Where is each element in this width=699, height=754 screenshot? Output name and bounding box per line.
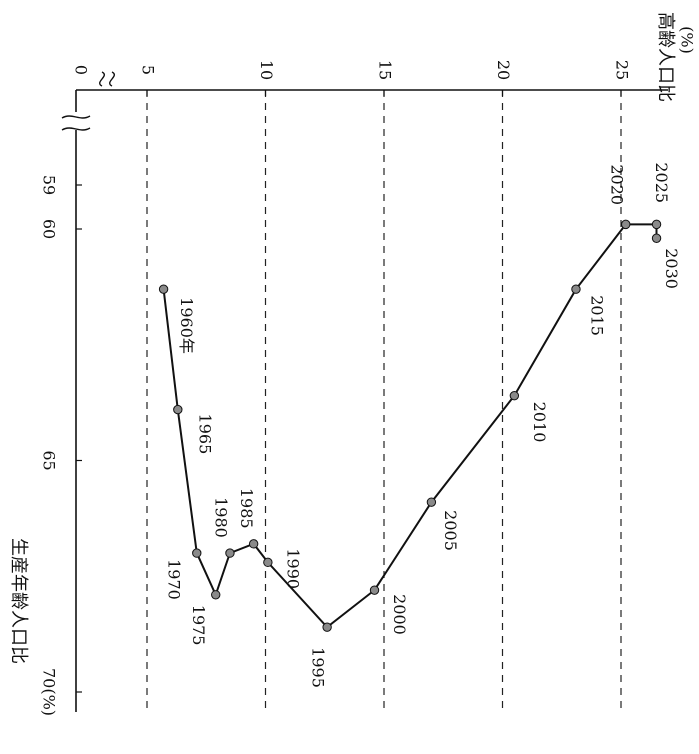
data-point-2015 bbox=[571, 284, 581, 294]
data-point-2010 bbox=[509, 390, 520, 401]
data-point-1990 bbox=[263, 557, 273, 568]
axis-titles: 高齢人口比 (%) 生産年齢人口比 bbox=[8, 12, 697, 664]
data-label-1960年: 1960年 bbox=[177, 297, 196, 354]
x-tick-label-70: 70(%) bbox=[40, 668, 59, 716]
data-label-1980: 1980 bbox=[211, 497, 230, 538]
data-point-1975 bbox=[211, 590, 221, 600]
gridlines bbox=[146, 90, 622, 712]
y-tick-label-0: 0 bbox=[72, 65, 91, 75]
data-points bbox=[158, 219, 662, 632]
x-tick-label-65: 65 bbox=[40, 450, 59, 470]
data-label-2030: 2030 bbox=[662, 248, 681, 289]
y-tick-label-20: 20 bbox=[494, 60, 513, 80]
y-tick-label-25: 25 bbox=[613, 60, 632, 80]
data-point-1960年 bbox=[158, 284, 169, 294]
axis-break-left bbox=[61, 115, 91, 131]
data-point-1965 bbox=[173, 404, 183, 415]
x-tick-label-59: 59 bbox=[40, 175, 59, 195]
y-tick-label-5: 5 bbox=[139, 65, 158, 75]
data-point-2020 bbox=[621, 219, 631, 230]
data-label-1965: 1965 bbox=[195, 414, 214, 455]
data-label-1970: 1970 bbox=[164, 559, 183, 600]
data-point-2005 bbox=[426, 497, 437, 507]
series-line-group bbox=[162, 223, 658, 629]
tick-labels: 0 5 10 15 20 25 59 60 65 70(%) bbox=[40, 60, 632, 716]
data-label-2000: 2000 bbox=[390, 594, 409, 635]
series-line bbox=[162, 223, 658, 629]
data-label-2010: 2010 bbox=[530, 402, 549, 443]
axes bbox=[61, 71, 668, 712]
axis-break-gap bbox=[66, 112, 90, 130]
data-label-2015: 2015 bbox=[587, 295, 606, 336]
data-label-1990: 1990 bbox=[283, 548, 302, 589]
data-label-2025: 2025 bbox=[652, 162, 671, 203]
data-label-2020: 2020 bbox=[607, 164, 626, 205]
x-axis-title: 生産年齢人口比 bbox=[8, 538, 29, 664]
axis-break-top bbox=[99, 71, 115, 87]
x-tick-label-60: 60 bbox=[40, 219, 59, 239]
data-point-labels: 1960年 1965 1970 1975 1980 1985 1990 1995 2000 200… bbox=[164, 162, 681, 688]
y-axis-unit: (%) bbox=[678, 26, 697, 54]
y-tick-label-10: 10 bbox=[257, 60, 276, 80]
data-point-1995 bbox=[322, 622, 332, 632]
data-label-1975: 1975 bbox=[189, 605, 208, 646]
data-label-2005: 2005 bbox=[441, 510, 460, 551]
data-point-1985 bbox=[248, 539, 259, 549]
data-point-1980 bbox=[225, 548, 235, 558]
data-point-2025 bbox=[651, 219, 662, 230]
data-point-1970 bbox=[192, 548, 202, 558]
data-label-1995: 1995 bbox=[309, 647, 328, 688]
y-axis-title: 高齢人口比 bbox=[655, 12, 676, 102]
data-point-2030 bbox=[651, 233, 662, 243]
data-label-1985: 1985 bbox=[237, 488, 256, 529]
y-tick-label-15: 15 bbox=[376, 60, 395, 80]
data-point-2000 bbox=[369, 585, 380, 595]
